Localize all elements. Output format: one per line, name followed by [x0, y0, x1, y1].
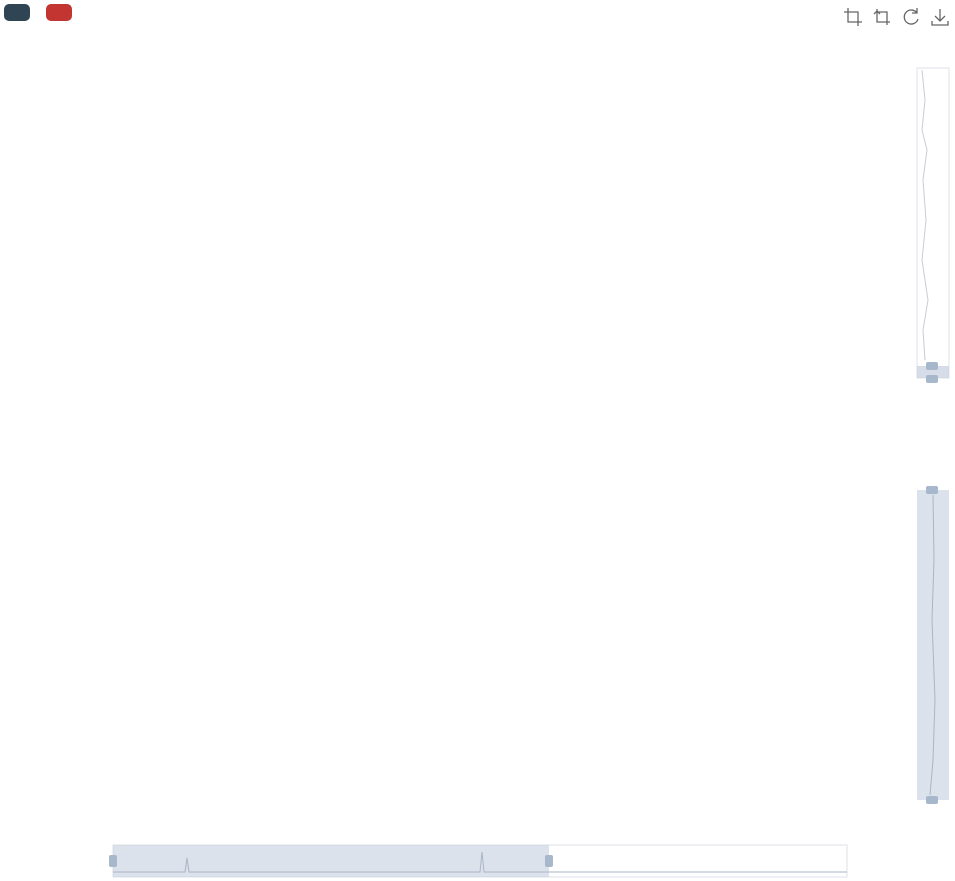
bottom-slider-shadow-line [929, 494, 936, 796]
horizontal-slider-handle-right[interactable] [545, 855, 553, 867]
top-slider-shadow-line [921, 69, 929, 361]
legend-swatch-relevant-users [4, 4, 30, 21]
bottom-slider-handle-lower[interactable] [926, 796, 938, 804]
top-slider-handle-lower[interactable] [926, 375, 938, 383]
restore-icon[interactable] [900, 6, 922, 28]
top-slider-handle-upper[interactable] [926, 362, 938, 370]
horizontal-slider-handle-left[interactable] [109, 855, 117, 867]
top-datazoom-slider[interactable] [916, 67, 950, 383]
horizontal-datazoom-slider[interactable] [109, 844, 848, 878]
zoom-icon[interactable] [842, 6, 864, 28]
legend [4, 4, 88, 21]
legend-item-normal-user[interactable] [46, 4, 78, 21]
zoom-reset-icon[interactable] [871, 6, 893, 28]
legend-item-relevant-users[interactable] [4, 4, 36, 21]
save-image-icon[interactable] [929, 6, 951, 28]
legend-swatch-normal-user [46, 4, 72, 21]
horizontal-slider-shadow-line [113, 851, 847, 873]
bottom-slider-handle-upper[interactable] [926, 486, 938, 494]
top-slider-selection[interactable] [917, 366, 949, 378]
bottom-datazoom-slider[interactable] [917, 486, 949, 804]
toolbox [835, 6, 951, 28]
